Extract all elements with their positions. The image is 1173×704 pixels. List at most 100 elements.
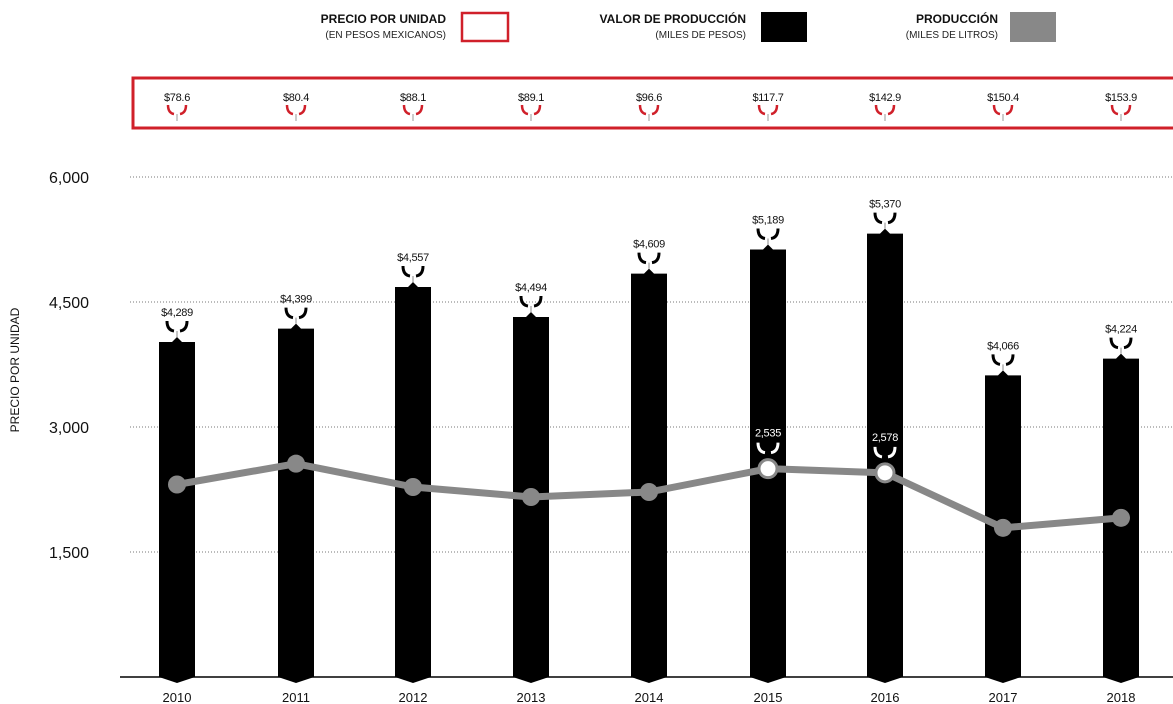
bar-value-labels: $4,289 $4,399 $4,557 $4,494 $4,609 $5,189 $5,3…	[161, 199, 1137, 371]
legend-title: PRECIO POR UNIDAD	[321, 12, 447, 26]
price-marker	[298, 104, 307, 116]
y-axis-label: PRECIO POR UNIDAD	[8, 307, 22, 432]
bar-label-marker	[637, 252, 647, 265]
price-marker	[1005, 104, 1014, 116]
x-tick-label: 2011	[282, 690, 310, 704]
bar	[278, 323, 314, 677]
bar-label-marker	[651, 252, 661, 265]
production-label: 2,535	[755, 428, 781, 440]
price-label: $150.4	[987, 92, 1019, 104]
bar-label-marker	[284, 307, 294, 320]
bar-value-label: $4,557	[397, 252, 429, 264]
production-point	[522, 488, 540, 506]
price-label: $88.1	[400, 92, 426, 104]
bar-tip	[278, 677, 314, 683]
bar-tip	[750, 677, 786, 683]
production-point	[757, 458, 779, 480]
bar-label-marker	[770, 228, 780, 240]
legend-title: VALOR DE PRODUCCIÓN	[600, 11, 746, 26]
bar-label-marker	[415, 265, 425, 278]
price-label: $142.9	[869, 92, 901, 104]
bar-tip	[867, 677, 903, 683]
price-marker	[1110, 104, 1119, 116]
y-tick-label: 3,000	[49, 420, 89, 437]
price-marker	[887, 104, 896, 116]
y-tick-label: 4,500	[49, 295, 89, 312]
bar-tip	[159, 677, 195, 683]
production-point	[168, 475, 186, 494]
bar-tip	[1103, 677, 1139, 683]
bar-tip	[395, 677, 431, 683]
bar-value-label: $5,189	[752, 215, 784, 227]
production-point	[874, 462, 896, 484]
price-label: $80.4	[283, 92, 309, 104]
production-point	[1112, 508, 1130, 527]
legend-title: PRODUCCIÓN	[916, 11, 998, 26]
price-marker	[770, 104, 779, 116]
bar-tip	[513, 677, 549, 683]
legend-subtitle: (EN PESOS MEXICANOS)	[325, 30, 446, 41]
price-marker	[285, 104, 294, 116]
bar-label-marker	[873, 212, 883, 225]
price-marker	[415, 104, 424, 116]
bar-value-label: $4,066	[987, 340, 1019, 352]
bar-tip	[631, 677, 667, 683]
production-point	[994, 518, 1012, 537]
price-marker	[520, 104, 529, 116]
price-label: $96.6	[636, 92, 662, 104]
bar	[631, 268, 667, 677]
price-label: $153.9	[1105, 92, 1137, 104]
bar	[867, 228, 903, 677]
bar-value-label: $4,289	[161, 307, 193, 319]
price-per-unit-box	[131, 76, 1173, 130]
y-axis-ticks: 1,500 3,000 4,500 6,000	[49, 170, 89, 562]
price-labels: $78.6 $80.4 $88.1 $89.1 $96.6 $117.7 $142.9 $15…	[164, 92, 1137, 121]
price-marker	[757, 104, 766, 116]
price-marker	[533, 104, 542, 116]
price-marker	[166, 104, 175, 116]
production-label-marker	[887, 446, 897, 459]
bar-label-marker	[756, 228, 766, 240]
x-tick-label: 2015	[754, 690, 783, 704]
x-tick-label: 2010	[163, 690, 192, 704]
bar-label-marker	[401, 265, 411, 278]
x-tick-label: 2016	[871, 690, 900, 704]
bar-label-marker	[887, 212, 897, 225]
x-tick-label: 2013	[517, 690, 546, 704]
price-marker	[179, 104, 188, 116]
production-point	[287, 454, 305, 473]
price-marker	[402, 104, 411, 116]
bar-label-marker	[1005, 354, 1015, 366]
x-tick-label: 2018	[1107, 690, 1136, 704]
price-marker	[874, 104, 883, 116]
price-marker	[992, 104, 1001, 116]
production-label: 2,578	[872, 432, 898, 444]
price-label: $89.1	[518, 92, 544, 104]
price-label: $117.7	[752, 92, 783, 104]
legend-swatch	[460, 11, 510, 43]
price-marker	[638, 104, 647, 116]
production-label-marker	[756, 442, 766, 455]
bar-label-marker	[533, 295, 543, 308]
x-axis-ticks: 2010 2011 2012 2013 2014 2015 2016 2017 2018	[163, 690, 1136, 704]
bar-tip	[985, 677, 1021, 683]
bar-value-label: $4,494	[515, 282, 547, 294]
bar-value-label: $4,224	[1105, 324, 1137, 336]
bar-label-marker	[991, 354, 1001, 366]
x-tick-label: 2014	[635, 690, 664, 704]
price-marker	[1123, 104, 1132, 116]
legend-swatch	[761, 12, 807, 42]
bar-label-marker	[519, 295, 529, 308]
price-label: $78.6	[164, 92, 190, 104]
legend-subtitle: (MILES DE PESOS)	[655, 30, 746, 41]
production-label-marker	[873, 446, 883, 459]
bar-value-label: $4,399	[280, 294, 312, 306]
legend-swatch	[1010, 12, 1056, 42]
bar-value-label: $4,609	[633, 239, 665, 251]
bar-label-marker	[298, 307, 308, 320]
x-tick-label: 2012	[399, 690, 428, 704]
bar-label-marker	[179, 320, 189, 333]
production-label-marker	[770, 442, 780, 455]
y-tick-label: 1,500	[49, 545, 89, 562]
